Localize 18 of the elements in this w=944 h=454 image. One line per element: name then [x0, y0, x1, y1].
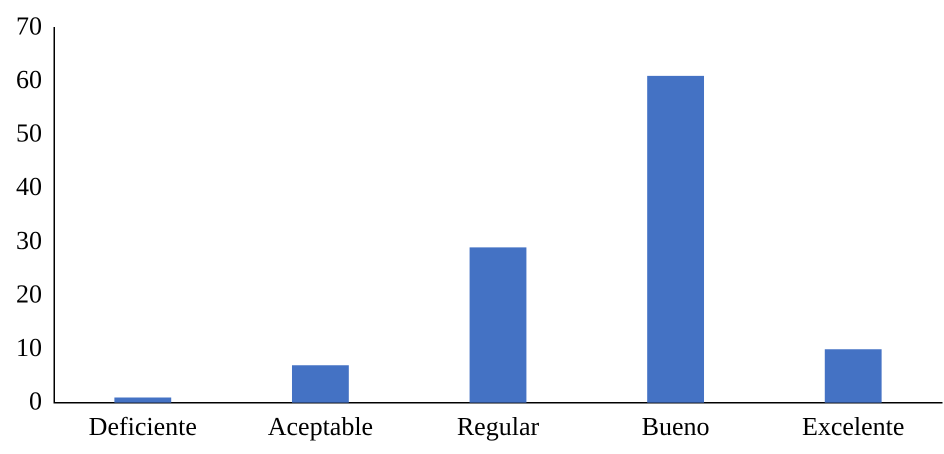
y-tick-label: 70 — [16, 11, 42, 40]
y-tick-label: 10 — [16, 333, 42, 362]
x-tick-label: Bueno — [642, 412, 710, 442]
bar — [114, 397, 172, 403]
y-tick-label: 20 — [16, 279, 42, 308]
x-tick-label: Deficiente — [88, 412, 197, 442]
x-tick-label: Regular — [456, 412, 540, 442]
x-tick-label: Aceptable — [268, 412, 374, 442]
bar — [470, 247, 526, 403]
y-tick-label: 50 — [16, 118, 42, 148]
bar — [292, 365, 349, 403]
bar — [824, 349, 882, 403]
bar — [647, 76, 704, 403]
y-tick-label: 0 — [29, 386, 42, 416]
y-tick-label: 30 — [16, 226, 42, 255]
y-tick-label: 40 — [16, 172, 42, 202]
x-tick-label: Excelente — [802, 412, 904, 442]
y-tick-label: 60 — [16, 65, 42, 94]
